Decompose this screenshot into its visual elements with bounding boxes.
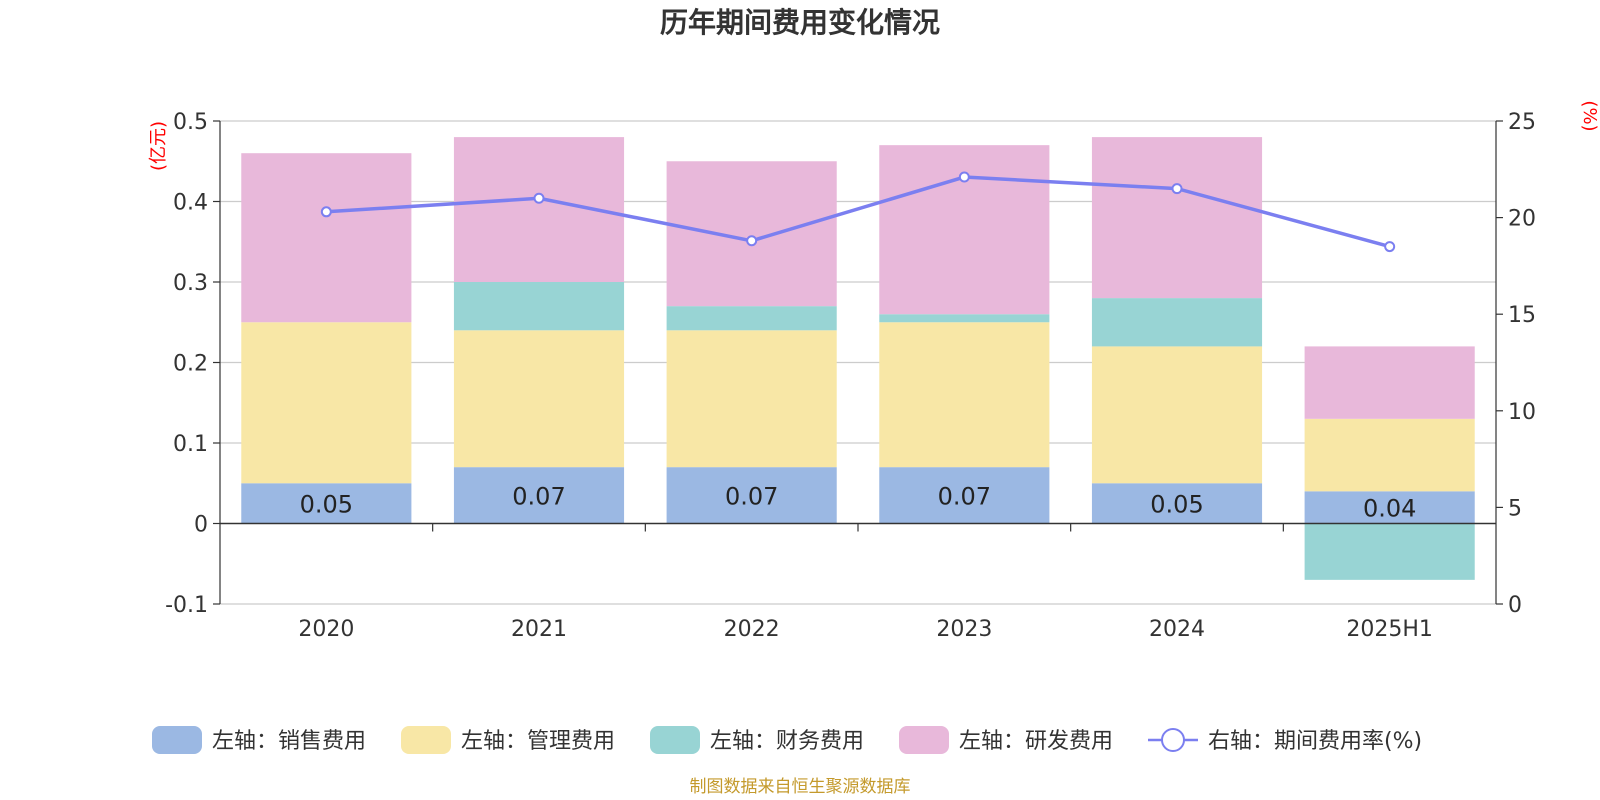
bar-segment (1091, 483, 1263, 524)
right-tick-label: 5 (1508, 496, 1522, 521)
rate-line (320, 171, 1396, 253)
legend-label: 左轴：管理费用 (461, 729, 615, 754)
left-tick-label: 0 (194, 513, 208, 538)
legend-swatch (899, 726, 949, 754)
data-labels: 0.05 0.07 0.07 0.07 0.05 0.04 (300, 482, 1417, 522)
bars (241, 137, 1475, 580)
left-tick-label: -0.1 (165, 593, 208, 618)
chart-title: 历年期间费用变化情况 (660, 6, 940, 39)
left-tick-label: 0.3 (173, 271, 208, 296)
bar-segment (666, 467, 837, 524)
rate-point (958, 171, 970, 183)
bar-segment (241, 153, 412, 323)
legend-label: 左轴：销售费用 (212, 729, 366, 754)
bar-segment (1304, 346, 1475, 419)
legend-label: 左轴：财务费用 (710, 729, 864, 754)
bar-segment (241, 483, 412, 524)
category-label: 2025H1 (1346, 617, 1433, 642)
axes: -0.1 0 0.1 0.2 0.3 0.4 0.5 0 5 10 15 20 25 2020 2021 20… (165, 110, 1536, 642)
bar-segment (666, 330, 837, 468)
bar-data-label: 0.05 (300, 490, 353, 518)
right-tick-label: 20 (1508, 207, 1536, 232)
legend: 左轴：销售费用 左轴：管理费用 左轴：财务费用 左轴：研发费用 右轴：期间费用率(%) (152, 726, 1422, 754)
rate-point (320, 206, 332, 218)
right-tick-label: 0 (1508, 593, 1522, 618)
bar-segment (1091, 298, 1263, 347)
bar-segment (879, 322, 1050, 468)
legend-label: 右轴：期间费用率(%) (1208, 729, 1422, 754)
bar-segment (1091, 137, 1263, 299)
bar-segment (666, 161, 837, 307)
bar-segment (453, 330, 625, 468)
bar-segment (879, 467, 1050, 524)
left-tick-label: 0.1 (173, 432, 208, 457)
bar-segment (241, 322, 412, 484)
bar-segment (1304, 491, 1475, 524)
bar-segment (666, 306, 837, 331)
left-axis-unit: (亿元) (148, 121, 169, 171)
rate-point (746, 235, 758, 247)
gridlines (220, 120, 1496, 605)
right-tick-label: 25 (1508, 110, 1536, 135)
bar-segment (1091, 346, 1263, 484)
legend-swatch (401, 726, 451, 754)
rate-point (1384, 241, 1396, 253)
legend-marker (1161, 728, 1185, 752)
bar-data-label: 0.04 (1363, 494, 1416, 522)
rate-point (533, 192, 545, 204)
left-tick-label: 0.4 (173, 191, 208, 216)
bar-segment (453, 282, 625, 331)
bar-data-label: 0.05 (1150, 490, 1203, 518)
legend-label: 左轴：研发费用 (959, 729, 1113, 754)
bar-segment (453, 467, 625, 524)
category-label: 2022 (724, 617, 780, 642)
category-label: 2021 (511, 617, 567, 642)
right-tick-label: 10 (1508, 400, 1536, 425)
legend-swatch (152, 726, 202, 754)
source-note: 制图数据来自恒生聚源数据库 (690, 777, 911, 797)
left-tick-label: 0.2 (173, 352, 208, 377)
category-label: 2024 (1149, 617, 1205, 642)
left-tick-label: 0.5 (173, 110, 208, 135)
category-label: 2023 (936, 617, 992, 642)
right-tick-label: 15 (1508, 303, 1536, 328)
rate-line-path (326, 175, 1391, 249)
bar-data-label: 0.07 (725, 482, 778, 510)
legend-swatch (650, 726, 700, 754)
bar-segment (1304, 418, 1475, 492)
bar-data-label: 0.07 (512, 482, 565, 510)
bar-segment (1304, 523, 1475, 580)
rate-point (1171, 183, 1183, 195)
bar-segment (879, 314, 1050, 323)
right-axis-unit: (%) (1579, 100, 1600, 131)
bar-segment (879, 145, 1050, 315)
bar-data-label: 0.07 (938, 482, 991, 510)
category-label: 2020 (298, 617, 354, 642)
